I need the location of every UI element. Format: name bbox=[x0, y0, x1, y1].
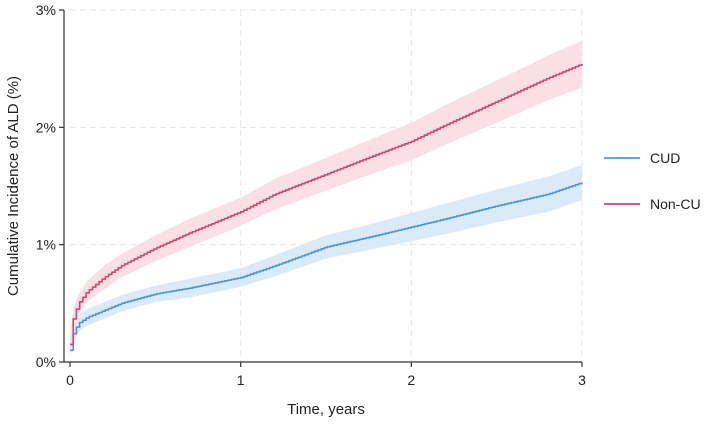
legend-label: CUD bbox=[650, 150, 680, 166]
series-lines bbox=[70, 63, 583, 352]
ticks: 0% 1% 2% 3% 0 1 2 3 bbox=[36, 2, 586, 388]
y-tick-label: 3% bbox=[36, 2, 56, 18]
series-line-cud bbox=[70, 182, 583, 352]
confidence-band-non-cu bbox=[70, 40, 582, 353]
x-axis-title: Time, years bbox=[287, 401, 365, 418]
y-tick-label: 0% bbox=[36, 354, 56, 370]
confidence-band-cud bbox=[70, 164, 582, 357]
series-line-non-cu bbox=[70, 63, 583, 346]
y-axis-title: Cumulative Incidence of ALD (%) bbox=[5, 76, 22, 296]
x-tick-label: 3 bbox=[578, 372, 586, 388]
confidence-bands bbox=[70, 40, 582, 357]
legend: CUD Non-CU bbox=[604, 150, 701, 212]
axes bbox=[63, 10, 582, 363]
x-tick-label: 2 bbox=[407, 372, 415, 388]
legend-label: Non-CU bbox=[650, 196, 701, 212]
x-tick-label: 0 bbox=[66, 372, 74, 388]
x-tick-label: 1 bbox=[237, 372, 245, 388]
y-tick-label: 2% bbox=[36, 119, 56, 135]
y-tick-label: 1% bbox=[36, 237, 56, 253]
